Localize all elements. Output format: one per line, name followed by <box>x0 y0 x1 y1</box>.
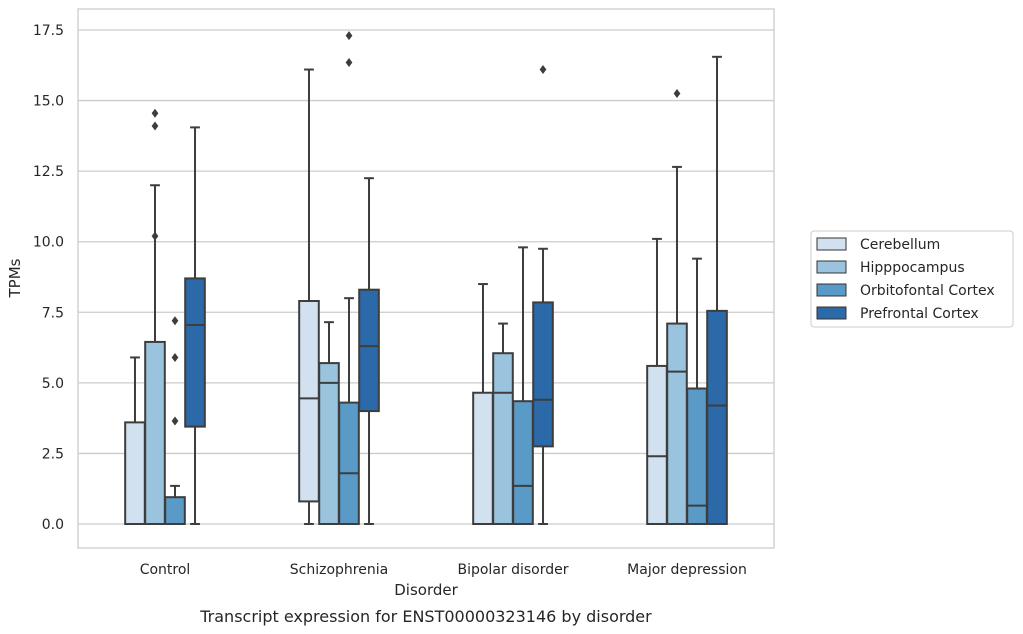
box-hipppocampus <box>144 108 166 525</box>
box-body <box>512 400 534 526</box>
outlier-point <box>345 57 353 67</box>
y-tick-label: 10.0 <box>33 235 64 251</box>
box-orbitofontal-cortex <box>686 257 708 526</box>
y-tick-label: 7.5 <box>42 305 64 321</box>
y-tick-label: 5.0 <box>42 376 64 392</box>
box-body <box>492 352 514 525</box>
box-prefrontal-cortex <box>706 55 728 526</box>
tick-labels: 0.0 2.5 5.0 7.5 10.0 12.5 15.0 17.5 Control Schiz… <box>33 23 747 578</box>
outlier-point <box>151 231 159 241</box>
legend-swatch-cerebellum <box>816 237 847 251</box>
box-body <box>686 387 708 526</box>
box-prefrontal-cortex <box>532 65 554 525</box>
legend: Cerebellum Hipppocampus Orbitofontal Cor… <box>810 230 1014 328</box>
box-body <box>358 288 380 413</box>
box-body <box>298 299 320 503</box>
x-tick-label: Bipolar disorder <box>457 562 568 578</box>
legend-swatch-prefrontal-cortex <box>816 306 847 320</box>
legend-label-hipppocampus: Hipppocampus <box>860 260 965 276</box>
box-body <box>184 277 206 428</box>
box-body <box>164 496 186 526</box>
y-axis-label: TPMs <box>6 258 24 298</box>
box-prefrontal-cortex <box>358 177 380 525</box>
box-prefrontal-cortex <box>184 126 206 525</box>
outlier-point <box>171 416 179 426</box>
boxes <box>124 31 728 526</box>
outlier-point <box>539 65 547 75</box>
legend-label-orbitofontal-cortex: Orbitofontal Cortex <box>860 283 995 299</box>
box-hipppocampus <box>492 322 514 525</box>
box-orbitofontal-cortex <box>512 246 534 526</box>
x-tick-label: Schizophrenia <box>290 562 388 578</box>
y-tick-label: 15.0 <box>33 94 64 110</box>
outlier-point <box>151 121 159 131</box>
box-body <box>338 401 360 526</box>
x-tick-label: Control <box>140 562 191 578</box>
box-body <box>318 362 340 525</box>
legend-label-prefrontal-cortex: Prefrontal Cortex <box>860 306 979 322</box>
outlier-point <box>171 352 179 362</box>
chart-caption: Transcript expression for ENST0000032314… <box>199 607 652 626</box>
outlier-point <box>673 89 681 99</box>
outlier-point <box>345 31 353 41</box>
box-body <box>706 309 728 526</box>
y-tick-label: 12.5 <box>33 164 64 180</box>
box-body <box>124 421 146 525</box>
box-body <box>532 301 554 448</box>
outlier-point <box>151 108 159 118</box>
box-hipppocampus <box>318 321 340 525</box>
legend-swatch-hipppocampus <box>816 260 847 274</box>
y-tick-label: 0.0 <box>42 517 64 533</box>
box-orbitofontal-cortex <box>338 31 360 526</box>
box-cerebellum <box>472 283 494 526</box>
box-hipppocampus <box>666 89 688 525</box>
y-tick-label: 2.5 <box>42 446 64 462</box>
box-orbitofontal-cortex <box>164 316 186 526</box>
legend-swatch-orbitofontal-cortex <box>816 283 847 297</box>
box-cerebellum <box>646 237 668 526</box>
box-cerebellum <box>298 68 320 525</box>
legend-label-cerebellum: Cerebellum <box>860 237 940 253</box>
box-body <box>646 364 668 526</box>
legend-frame <box>810 230 1014 328</box>
box-body <box>666 322 688 525</box>
y-tick-label: 17.5 <box>33 23 64 39</box>
box-body <box>472 391 494 526</box>
x-axis-label: Disorder <box>394 581 458 599</box>
box-body <box>144 340 166 525</box>
outlier-point <box>171 316 179 326</box>
x-tick-label: Major depression <box>627 562 747 578</box>
plot-frame <box>77 8 775 549</box>
